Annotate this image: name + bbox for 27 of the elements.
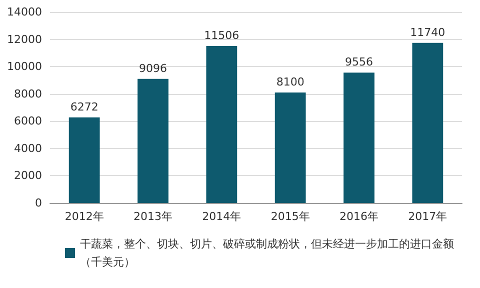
x-tick-label: 2017年 [408, 210, 448, 223]
bar [274, 92, 306, 203]
bar [138, 78, 168, 203]
data-label: 11506 [204, 29, 240, 42]
x-tick-label: 2014年 [202, 210, 242, 223]
x-tick-label: 2015年 [270, 210, 310, 223]
data-label: 9096 [139, 62, 167, 75]
y-tick-label: 12000 [7, 32, 42, 46]
data-label: 8100 [276, 75, 304, 88]
y-tick-label: 14000 [7, 6, 42, 18]
bar [68, 117, 100, 203]
data-label: 6272 [70, 100, 98, 114]
x-tick-label: 2013年 [134, 210, 172, 223]
bar [412, 42, 444, 203]
x-tick-label: 2012年 [64, 210, 104, 223]
y-tick-label: 2000 [14, 169, 42, 182]
y-tick-label: 0 [35, 196, 42, 210]
y-tick-label: 6000 [14, 114, 42, 128]
bar [206, 46, 238, 203]
x-tick-label: 2016年 [340, 210, 378, 223]
y-tick-label: 4000 [14, 142, 42, 155]
data-label: 11740 [410, 26, 446, 39]
y-tick-label: 10000 [7, 60, 42, 74]
bar [344, 72, 374, 203]
y-tick-label: 8000 [14, 87, 42, 100]
data-label: 9556 [345, 56, 373, 69]
legend-label: 干蔬菜，整个、切块、切片、破碎或制成粉状，但未经进一步加工的进口金额（千美元） [80, 238, 454, 268]
